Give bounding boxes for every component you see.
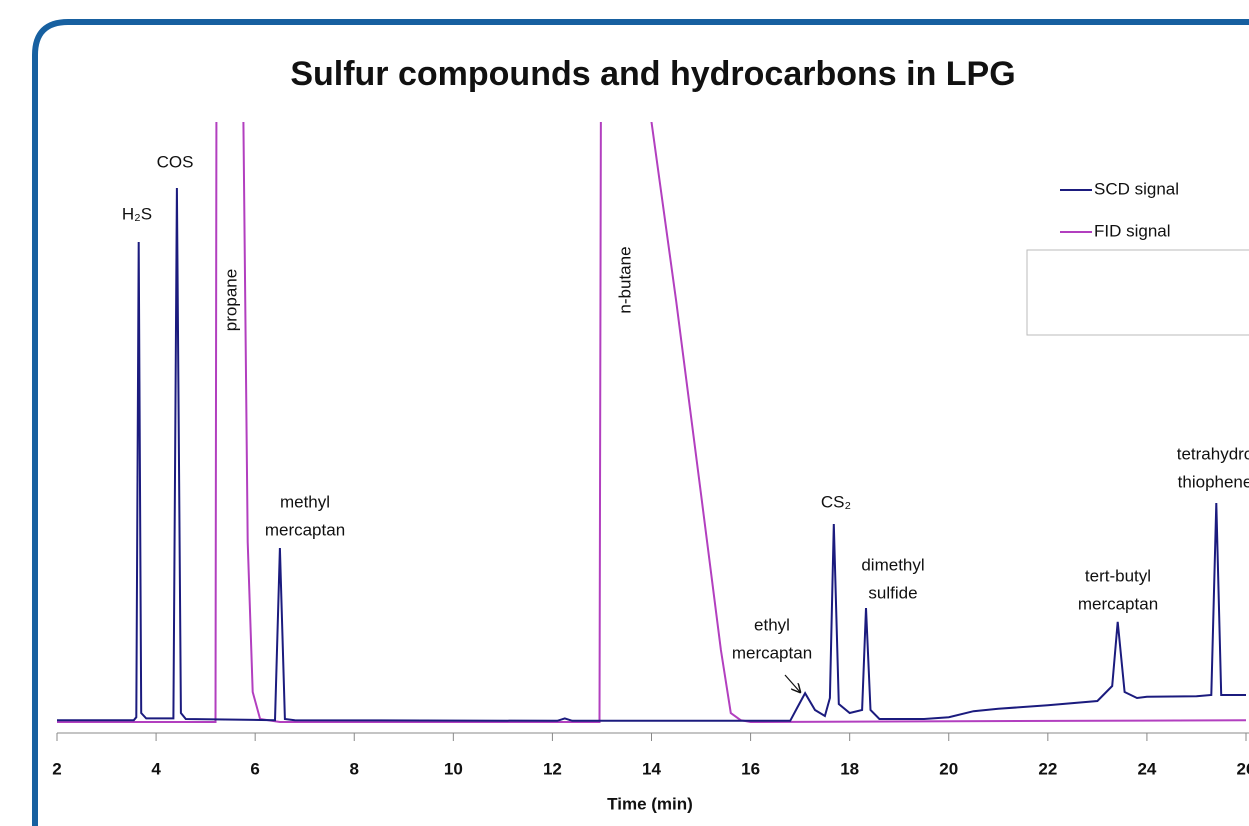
x-tick-label: 22 <box>1038 759 1057 778</box>
x-tick-label: 20 <box>939 759 958 778</box>
signal-line <box>57 187 1246 722</box>
peak-annotation: propane <box>221 269 240 331</box>
peak-annotation: methyl <box>280 492 330 511</box>
peak-annotation: tetrahydro <box>1177 444 1249 463</box>
peak-annotation: sulfide <box>868 583 917 602</box>
peak-annotation: thiophene <box>1178 472 1249 491</box>
legend-label: SCD signal <box>1094 179 1179 198</box>
peak-annotation: mercaptan <box>265 520 345 539</box>
peak-annotation: ethyl <box>754 615 790 634</box>
x-tick-label: 2 <box>52 759 61 778</box>
peak-annotation: mercaptan <box>1078 594 1158 613</box>
x-tick-label: 8 <box>350 759 359 778</box>
empty-box <box>1026 249 1249 336</box>
chart-title: Sulfur compounds and hydrocarbons in LPG <box>290 55 1015 93</box>
x-tick-label: 4 <box>151 759 161 778</box>
x-axis-label: Time (min) <box>607 794 693 813</box>
x-tick-label: 12 <box>543 759 562 778</box>
x-tick-label: 14 <box>642 759 661 778</box>
plot-area <box>57 122 1247 724</box>
legend-label: FID signal <box>1094 221 1171 240</box>
signal-line <box>57 122 1247 724</box>
peak-annotation: COS <box>157 152 194 171</box>
annotation-arrow <box>784 674 800 692</box>
peak-annotation: dimethyl <box>861 555 924 574</box>
x-tick-label: 10 <box>444 759 463 778</box>
peak-annotation: tert-butyl <box>1085 566 1151 585</box>
x-tick-label: 18 <box>840 759 859 778</box>
x-tick-label: 16 <box>741 759 760 778</box>
x-tick-label: 6 <box>250 759 259 778</box>
peak-annotation: n-butane <box>615 246 634 313</box>
x-tick-label: 24 <box>1137 759 1156 778</box>
peak-annotation: mercaptan <box>732 643 812 662</box>
frame <box>32 19 1249 826</box>
peak-annotation: CS₂ <box>821 492 851 511</box>
peak-annotation: H₂S <box>122 204 152 223</box>
x-tick-label: 26 <box>1237 759 1249 778</box>
